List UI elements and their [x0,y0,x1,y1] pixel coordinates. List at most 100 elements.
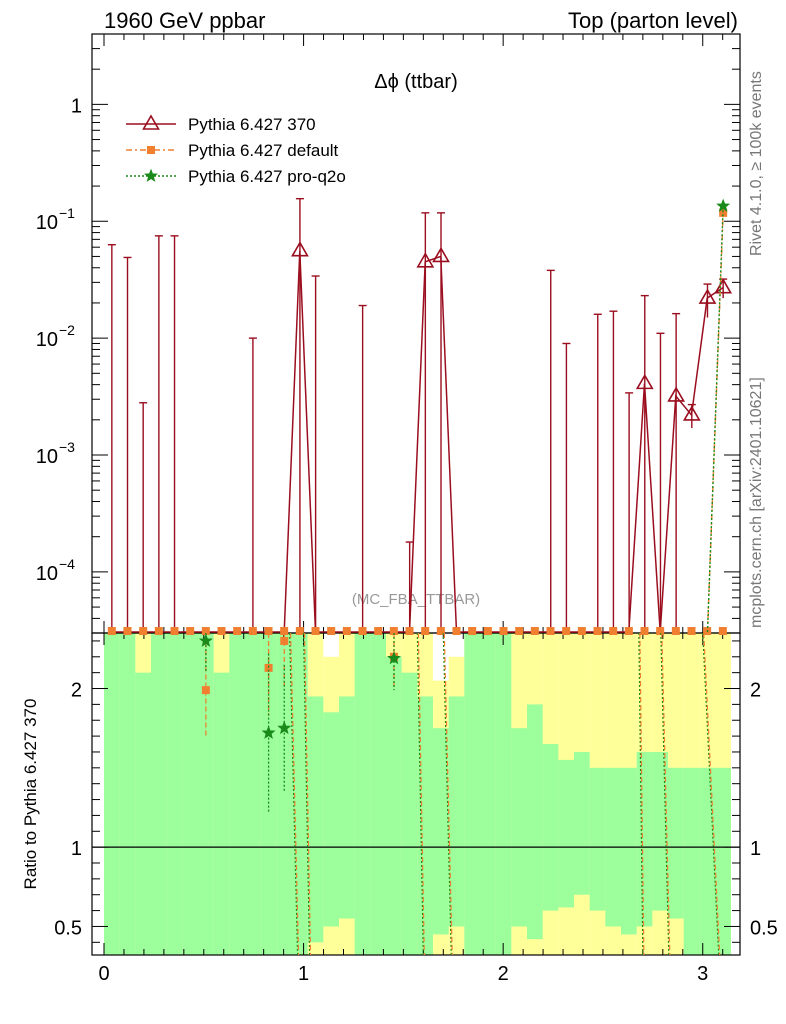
star-marker [198,633,213,647]
y-tick-label: 10 −4 [36,556,75,585]
square-marker [201,627,210,635]
header-energy: 1960 GeV ppbar [104,8,266,33]
square-marker [671,627,680,635]
ratio-steep-line [417,632,425,956]
ratio-steep-line [661,632,671,956]
square-marker [186,627,195,635]
ratio-y-tick-label-right: 2 [750,680,761,702]
square-marker [295,627,304,635]
green-band-bin [229,633,246,955]
legend-entry: Pythia 6.427 default [126,141,339,160]
ratio-steep-line [443,632,453,956]
square-marker [170,627,179,635]
legend-entry: Pythia 6.427 370 [126,114,316,134]
ratio-y-tick-label-right: 0.5 [750,917,778,939]
square-marker [389,627,398,635]
green-band-bin [166,633,183,955]
square-marker [248,627,257,635]
y-tick-exponent: −4 [59,556,75,572]
x-tick-label: 2 [498,963,509,985]
square-marker [562,627,571,635]
ratio-steep-line [703,632,721,956]
star-marker [261,725,276,739]
green-band-bin [621,767,637,935]
green-band-bin [417,696,434,955]
green-band-bin [511,728,528,927]
series-line [111,250,724,633]
series-pythia-proq2o [706,198,731,633]
ratio-steep-line [303,632,312,956]
square-marker [139,627,148,635]
square-marker [499,627,508,635]
square-marker [624,627,633,635]
ratio-y-tick-label-right: 1 [750,838,761,860]
empty-bin-errors [107,235,665,632]
green-band-bin [480,633,496,955]
y-tick-base: 10 [36,212,58,234]
x-tick-label: 3 [697,963,708,985]
legend-label: Pythia 6.427 370 [188,115,316,134]
header-process: Top (parton level) [568,8,738,33]
green-band-bin [699,767,716,955]
green-band-bin [668,767,684,919]
green-band-bin [354,633,371,955]
green-band-bin [386,656,402,955]
y-tick-exponent: −2 [59,322,75,338]
ratio-plot-frame [91,632,741,956]
green-band-bin [401,672,418,955]
square-marker [593,627,602,635]
green-band-bin [213,672,230,955]
green-band-bin [104,633,120,955]
square-marker [405,627,414,635]
y-tick-label: 10 −2 [36,322,75,351]
star-marker [387,651,401,665]
ratio-out-of-range-lines [289,632,721,956]
ratio-y-axis-label: Ratio to Pythia 6.427 370 [21,699,40,890]
triangle-marker [714,278,733,294]
square-marker [280,627,289,635]
star-marker [277,720,292,735]
square-marker [719,208,728,217]
green-band-bin [715,767,731,955]
y-tick-base: 10 [36,446,58,468]
triangle-marker [432,246,450,263]
triangle-marker [416,252,435,268]
square-marker [577,627,586,635]
ratio-steep-line [290,632,300,956]
ratio-steep-line [302,632,311,956]
green-band-bin [464,633,481,955]
y-tick-base: 10 [36,563,58,585]
square-marker [515,627,524,635]
green-band-bin [323,712,340,927]
green-band-bin [135,672,152,955]
y-tick-label: 10 −3 [36,439,75,468]
green-band-bin [182,633,199,955]
ratio-steep-line [289,632,299,956]
green-band-bin [307,696,324,943]
ratio-steep-line [416,632,424,956]
green-band-bin [495,633,512,955]
legend: Pythia 6.427 370 Pythia 6.427 default Pyth… [126,114,346,186]
green-band-bin [119,633,136,955]
green-band-bin [276,633,293,955]
y-tick-base: 10 [36,329,58,351]
green-band-bin [636,751,653,927]
analysis-watermark: (MC_FBA_TTBAR) [352,591,480,608]
square-marker [217,627,226,635]
ratio-steep-line [638,632,644,956]
square-marker [154,627,163,635]
square-marker [311,627,320,635]
x-tick-label: 1 [298,963,309,985]
y-tick-label: 1 [71,95,82,117]
ratio-steep-line [639,632,645,956]
ratio-steep-line [702,632,720,956]
square-marker [264,663,273,672]
green-band-bin [683,767,700,955]
green-band-bin [370,633,387,955]
green-band-bin [433,728,449,935]
ratio-series-proq2o [198,633,401,813]
square-marker [358,627,367,635]
star-marker [716,198,731,212]
ratio-y-tick-label: 1 [71,838,82,860]
